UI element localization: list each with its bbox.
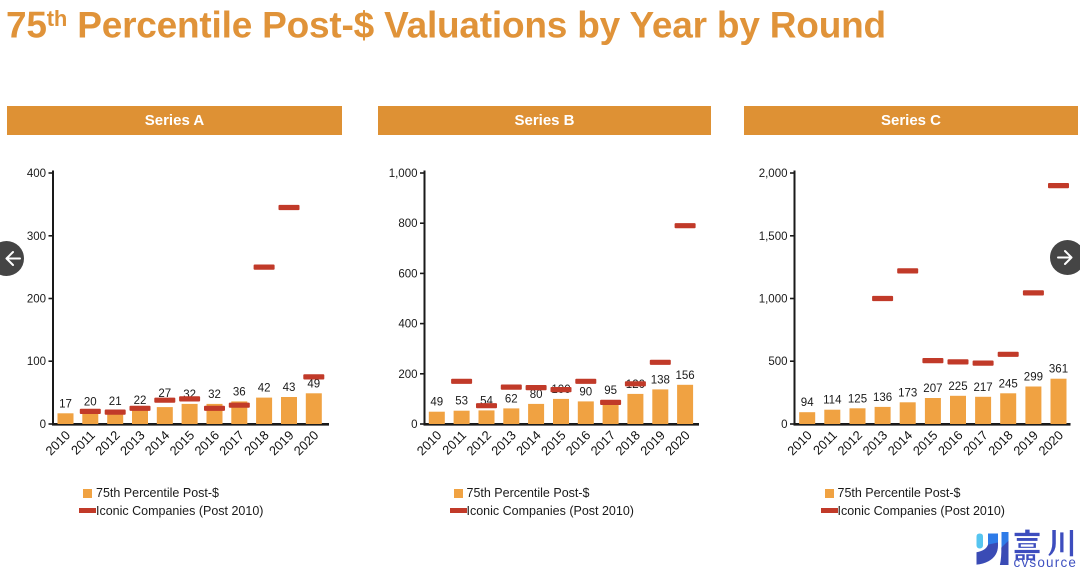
svg-text:53: 53 bbox=[455, 396, 468, 408]
svg-text:95: 95 bbox=[604, 385, 617, 397]
svg-text:1,000: 1,000 bbox=[759, 294, 788, 306]
svg-text:2020: 2020 bbox=[291, 428, 322, 459]
svg-text:cvsource: cvsource bbox=[1014, 555, 1078, 570]
svg-text:32: 32 bbox=[208, 389, 221, 401]
svg-text:2017: 2017 bbox=[960, 428, 991, 459]
svg-text:49: 49 bbox=[430, 397, 443, 409]
svg-text:600: 600 bbox=[398, 268, 417, 280]
svg-text:173: 173 bbox=[898, 387, 917, 399]
svg-text:2018: 2018 bbox=[241, 428, 272, 459]
svg-text:90: 90 bbox=[579, 386, 592, 398]
svg-text:2020: 2020 bbox=[662, 428, 693, 459]
svg-text:2016: 2016 bbox=[191, 428, 222, 459]
svg-text:2015: 2015 bbox=[910, 428, 941, 459]
svg-text:114: 114 bbox=[823, 395, 842, 407]
svg-text:2013: 2013 bbox=[488, 428, 519, 459]
svg-text:2019: 2019 bbox=[266, 428, 297, 459]
svg-text:2014: 2014 bbox=[513, 428, 544, 459]
svg-text:2010: 2010 bbox=[414, 428, 445, 459]
svg-text:2018: 2018 bbox=[612, 428, 643, 459]
svg-text:2014: 2014 bbox=[885, 428, 916, 459]
svg-text:2012: 2012 bbox=[834, 428, 865, 459]
svg-text:2013: 2013 bbox=[117, 428, 148, 459]
svg-text:2014: 2014 bbox=[142, 428, 173, 459]
svg-text:17: 17 bbox=[59, 398, 72, 410]
svg-text:20: 20 bbox=[84, 396, 97, 408]
svg-text:136: 136 bbox=[873, 392, 892, 404]
svg-text:207: 207 bbox=[923, 383, 942, 395]
svg-text:2011: 2011 bbox=[68, 428, 98, 458]
svg-text:2018: 2018 bbox=[985, 428, 1016, 459]
svg-text:27: 27 bbox=[158, 388, 171, 400]
svg-text:2015: 2015 bbox=[166, 428, 197, 459]
svg-text:200: 200 bbox=[398, 369, 417, 381]
svg-text:42: 42 bbox=[258, 383, 271, 395]
svg-text:2013: 2013 bbox=[859, 428, 890, 459]
svg-text:2011: 2011 bbox=[439, 428, 469, 458]
svg-text:400: 400 bbox=[398, 319, 417, 331]
svg-text:36: 36 bbox=[233, 386, 246, 398]
svg-text:94: 94 bbox=[801, 397, 814, 409]
svg-text:22: 22 bbox=[134, 395, 147, 407]
svg-text:2016: 2016 bbox=[935, 428, 966, 459]
svg-text:500: 500 bbox=[768, 356, 787, 368]
svg-text:21: 21 bbox=[109, 396, 122, 408]
svg-text:2017: 2017 bbox=[587, 428, 618, 459]
svg-text:2020: 2020 bbox=[1035, 428, 1066, 459]
svg-text:300: 300 bbox=[27, 231, 46, 243]
svg-text:0: 0 bbox=[781, 419, 787, 431]
svg-text:2015: 2015 bbox=[538, 428, 569, 459]
svg-text:299: 299 bbox=[1024, 372, 1043, 384]
svg-text:225: 225 bbox=[948, 381, 967, 393]
svg-text:2,000: 2,000 bbox=[759, 168, 788, 180]
svg-text:2010: 2010 bbox=[42, 428, 73, 459]
svg-text:2012: 2012 bbox=[463, 428, 494, 459]
svg-text:156: 156 bbox=[676, 370, 695, 382]
svg-text:2012: 2012 bbox=[92, 428, 123, 459]
svg-text:0: 0 bbox=[40, 419, 46, 431]
svg-text:1,000: 1,000 bbox=[389, 168, 418, 180]
svg-text:245: 245 bbox=[999, 378, 1018, 390]
svg-text:0: 0 bbox=[411, 419, 417, 431]
svg-text:1,500: 1,500 bbox=[759, 231, 788, 243]
svg-text:400: 400 bbox=[27, 168, 46, 180]
svg-text:49: 49 bbox=[307, 378, 320, 390]
svg-text:2017: 2017 bbox=[216, 428, 247, 459]
svg-text:361: 361 bbox=[1049, 364, 1068, 376]
svg-text:200: 200 bbox=[27, 294, 46, 306]
svg-text:2016: 2016 bbox=[563, 428, 594, 459]
svg-text:2019: 2019 bbox=[637, 428, 668, 459]
svg-text:2011: 2011 bbox=[810, 428, 840, 458]
svg-text:100: 100 bbox=[27, 356, 46, 368]
svg-text:43: 43 bbox=[283, 382, 296, 394]
svg-text:2010: 2010 bbox=[784, 428, 815, 459]
svg-text:62: 62 bbox=[505, 393, 518, 405]
svg-text:138: 138 bbox=[651, 374, 670, 386]
svg-text:217: 217 bbox=[974, 382, 993, 394]
svg-text:2019: 2019 bbox=[1010, 428, 1041, 459]
svg-text:800: 800 bbox=[398, 218, 417, 230]
svg-text:80: 80 bbox=[530, 389, 543, 401]
svg-text:125: 125 bbox=[848, 393, 867, 405]
